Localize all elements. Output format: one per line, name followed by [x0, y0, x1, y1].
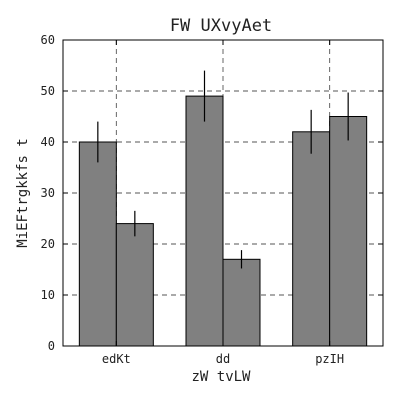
error-bars: [97, 70, 349, 269]
bar-dd-1: [185, 95, 224, 347]
bars: [78, 95, 368, 347]
y-tick-label-5: 50: [41, 84, 55, 98]
x-tick-label-1: dd: [216, 352, 230, 366]
axis-ticks: [63, 39, 383, 347]
y-tick-label-0: 0: [48, 339, 55, 353]
bar-pzIH-2: [329, 116, 368, 347]
y-tick-label-4: 40: [41, 135, 55, 149]
x-tick-label-2: pzIH: [315, 352, 344, 366]
y-axis-label: MiEFtrgkkfs t: [15, 138, 31, 248]
x-axis-label: zW tvLW: [191, 369, 251, 385]
y-tick-labels: 0 10 20 30 40 50 60: [41, 33, 55, 353]
y-tick-label-1: 10: [41, 288, 55, 302]
bar-dd-2: [222, 258, 261, 347]
bar-pzIH-1: [292, 131, 331, 347]
x-tick-label-0: edKt: [102, 352, 131, 366]
y-tick-label-6: 60: [41, 33, 55, 47]
chart-title: FW UXvyAet: [170, 16, 272, 36]
y-tick-label-2: 20: [41, 237, 55, 251]
bar-edKt-1: [78, 141, 117, 347]
y-tick-label-3: 30: [41, 186, 55, 200]
bar-edKt-2: [115, 223, 154, 347]
x-tick-labels: edKt dd pzIH: [102, 352, 344, 366]
